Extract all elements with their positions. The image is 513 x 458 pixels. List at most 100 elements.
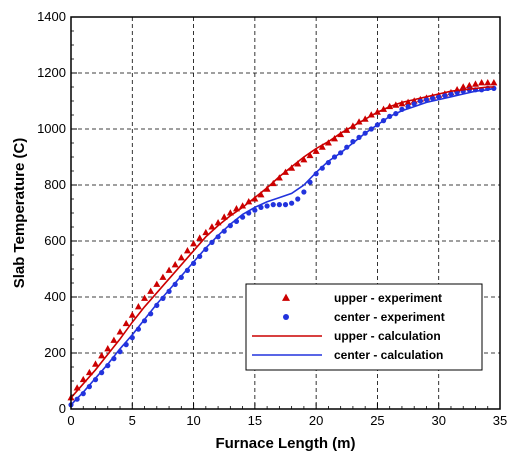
x-tick-label: 35 xyxy=(493,413,507,428)
data-point xyxy=(459,83,467,90)
legend-marker xyxy=(282,293,290,301)
data-point xyxy=(264,203,270,209)
legend: upper - experiment center - experiment upp… xyxy=(245,283,483,371)
data-point xyxy=(197,253,203,259)
data-point xyxy=(411,101,417,107)
x-axis-title: Furnace Length (m) xyxy=(215,435,355,452)
data-point xyxy=(153,280,161,287)
data-point xyxy=(227,223,233,229)
data-point xyxy=(122,319,130,327)
y-tick-label: 600 xyxy=(44,233,66,248)
data-point xyxy=(442,92,448,98)
x-tick-label: 30 xyxy=(431,413,445,428)
data-point xyxy=(429,95,436,101)
data-point xyxy=(105,363,111,369)
data-point xyxy=(465,81,473,89)
data-point xyxy=(202,228,210,236)
data-point xyxy=(257,191,265,198)
legend-label: center - experiment xyxy=(334,310,445,324)
data-point xyxy=(436,94,442,100)
data-point xyxy=(171,261,179,268)
data-point xyxy=(300,156,308,163)
plot-series xyxy=(67,79,498,408)
x-tick-label: 25 xyxy=(370,413,384,428)
data-point xyxy=(177,254,185,261)
data-point xyxy=(128,311,136,318)
data-point xyxy=(98,352,106,359)
data-point xyxy=(295,196,301,202)
data-point xyxy=(289,200,295,206)
data-point xyxy=(313,171,319,177)
legend-label: center - calculation xyxy=(334,348,443,362)
data-point xyxy=(85,368,93,376)
legend-marker xyxy=(283,314,289,320)
x-tick-label: 0 xyxy=(67,413,74,428)
data-point xyxy=(306,151,314,159)
data-point xyxy=(208,223,216,230)
data-point xyxy=(301,189,307,195)
data-point xyxy=(92,377,99,383)
data-point xyxy=(325,160,331,166)
data-point xyxy=(159,273,167,280)
axis-ticks: 0 5 10 15 20 25 30 35 0 200 400 600 800 1000 1200 1400 xyxy=(37,9,507,428)
data-point xyxy=(79,375,87,383)
data-point xyxy=(471,80,479,87)
data-point xyxy=(319,165,325,171)
data-point xyxy=(318,143,326,150)
data-point xyxy=(245,198,253,205)
y-tick-label: 0 xyxy=(59,401,66,416)
data-point xyxy=(99,370,105,376)
data-point xyxy=(134,303,142,310)
data-point xyxy=(190,240,198,247)
y-tick-label: 200 xyxy=(44,345,66,360)
data-point xyxy=(312,147,320,154)
data-point xyxy=(184,267,191,273)
data-point xyxy=(417,98,423,104)
data-point xyxy=(147,287,155,294)
data-point xyxy=(215,234,221,240)
y-tick-label: 400 xyxy=(44,289,66,304)
series-line xyxy=(70,86,494,399)
data-point xyxy=(86,384,92,390)
data-point xyxy=(423,97,430,103)
data-point xyxy=(196,234,204,241)
y-tick-label: 1200 xyxy=(37,65,66,80)
y-tick-label: 1000 xyxy=(37,121,66,136)
legend-label: upper - calculation xyxy=(334,329,441,343)
y-axis-title: Slab Temperature (C) xyxy=(11,138,28,289)
series-1 xyxy=(68,85,497,408)
data-point xyxy=(92,360,100,367)
data-point xyxy=(172,281,178,287)
data-point xyxy=(294,160,302,167)
data-point xyxy=(183,247,191,254)
x-tick-label: 5 xyxy=(129,413,136,428)
y-tick-label: 1400 xyxy=(37,9,66,24)
series-3 xyxy=(70,87,495,406)
data-point xyxy=(448,91,454,97)
data-point xyxy=(165,266,173,273)
x-tick-label: 10 xyxy=(186,413,200,428)
data-point xyxy=(221,228,227,234)
y-tick-label: 800 xyxy=(44,177,66,192)
data-point xyxy=(178,274,184,280)
data-point xyxy=(190,260,197,266)
data-point xyxy=(104,345,112,352)
data-point xyxy=(116,328,124,335)
series-2 xyxy=(70,86,494,399)
data-point xyxy=(484,79,492,86)
x-tick-label: 15 xyxy=(248,413,262,428)
legend-label: upper - experiment xyxy=(334,291,442,305)
data-point xyxy=(490,79,498,86)
data-point xyxy=(220,213,228,220)
data-point xyxy=(282,202,289,208)
data-point xyxy=(141,294,149,301)
data-point xyxy=(276,202,282,208)
x-tick-label: 20 xyxy=(309,413,323,428)
data-point xyxy=(270,202,276,208)
data-point xyxy=(258,204,264,210)
data-point xyxy=(478,79,486,86)
data-point xyxy=(110,336,118,343)
series-line xyxy=(70,87,495,406)
data-point xyxy=(80,391,86,397)
